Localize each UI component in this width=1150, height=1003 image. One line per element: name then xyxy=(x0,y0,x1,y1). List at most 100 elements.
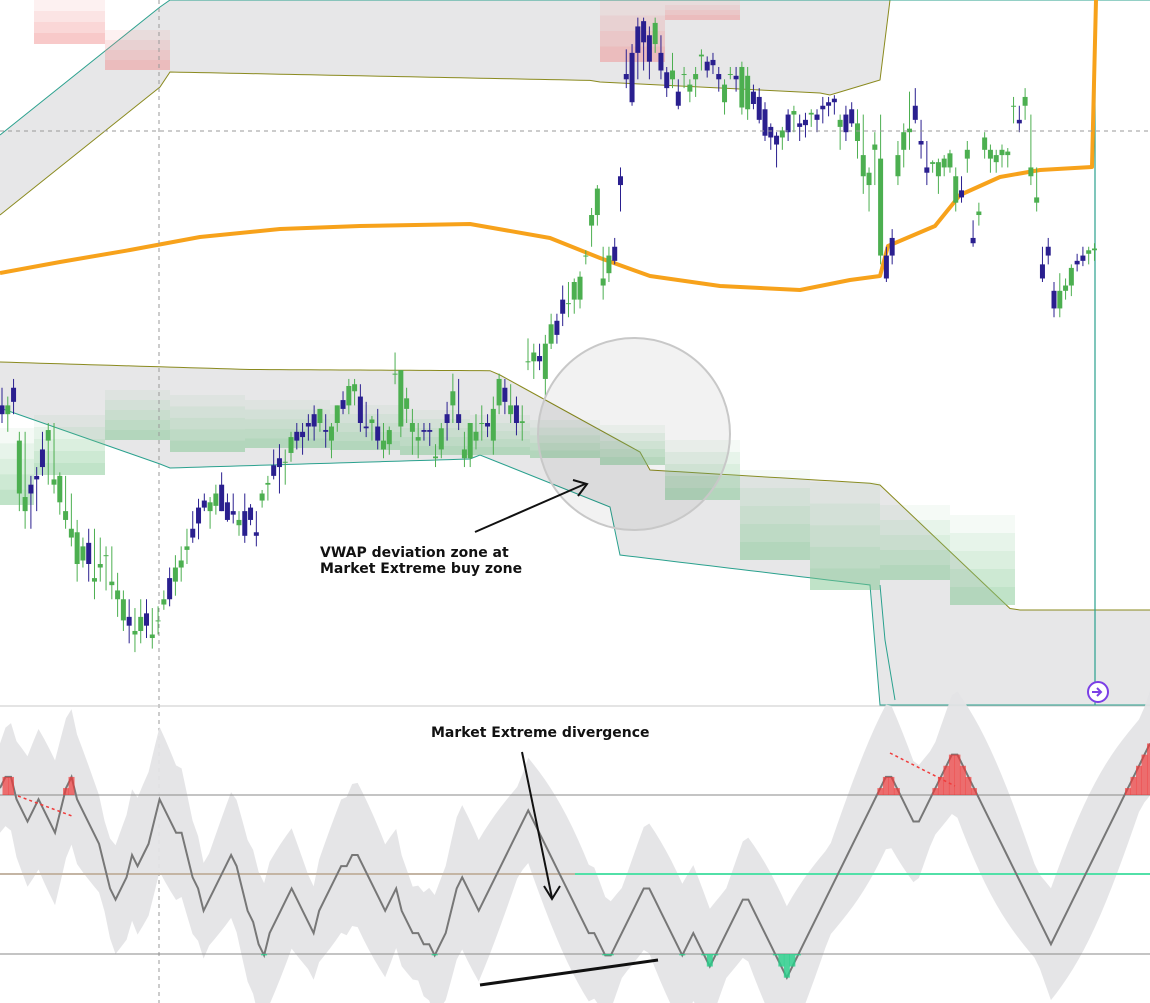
candle-body xyxy=(930,162,936,164)
candle-body xyxy=(467,423,473,459)
oscillator-envelope xyxy=(0,691,1150,1003)
candle-body xyxy=(415,437,421,441)
candle-body xyxy=(982,137,988,150)
osc-overbought-fill xyxy=(937,776,944,795)
candle-body xyxy=(600,278,606,286)
candle-body xyxy=(947,153,953,168)
candle-body xyxy=(1063,285,1069,291)
candle-body xyxy=(473,431,479,441)
candle-body xyxy=(213,493,219,506)
candle-body xyxy=(144,613,150,626)
candle-body xyxy=(843,114,849,133)
candle-body xyxy=(675,91,681,106)
osc-oversold-fill xyxy=(261,954,268,956)
candle-body xyxy=(617,176,623,186)
candle-body xyxy=(305,423,311,427)
candle-body xyxy=(837,119,843,127)
candle-body xyxy=(276,458,282,468)
candle-body xyxy=(895,155,901,177)
candle-body xyxy=(80,546,86,561)
candle-body xyxy=(461,449,467,459)
candle-body xyxy=(1039,264,1045,279)
buy-zone-block xyxy=(530,435,600,443)
osc-overbought-fill xyxy=(1135,765,1142,795)
candle-body xyxy=(513,405,519,423)
candle-body xyxy=(259,493,265,501)
candle-body xyxy=(375,426,381,441)
candle-body xyxy=(907,128,913,133)
buy-zone-block xyxy=(740,524,810,542)
candle-body xyxy=(629,52,635,103)
buy-zone-block xyxy=(470,431,530,439)
osc-oversold-fill xyxy=(679,954,686,956)
candle-body xyxy=(976,211,982,216)
candle-body xyxy=(785,114,791,133)
candle-body xyxy=(993,155,999,163)
candle-body xyxy=(496,378,502,406)
candle-body xyxy=(762,109,768,136)
candle-body xyxy=(560,299,566,314)
sell-zone-block xyxy=(105,30,170,40)
candle-body xyxy=(716,74,722,80)
buy-zone-block xyxy=(245,409,330,420)
candle-body xyxy=(271,465,277,476)
buy-zone-block xyxy=(105,410,170,420)
candle-body xyxy=(219,484,225,512)
buy-zone-block xyxy=(105,430,170,440)
osc-oversold-fill xyxy=(701,954,708,956)
divergence-arrow-head xyxy=(543,885,561,901)
zone-note-line1: VWAP deviation zone at xyxy=(320,545,509,561)
sell-zone-block xyxy=(105,40,170,50)
osc-overbought-fill xyxy=(877,788,884,795)
buy-zone-block xyxy=(330,441,400,450)
buy-zone-block xyxy=(600,457,665,465)
candle-body xyxy=(404,398,410,409)
right-outer-tail xyxy=(879,584,896,701)
osc-oversold-fill xyxy=(602,954,609,956)
osc-overbought-fill xyxy=(8,776,15,795)
buy-zone-block xyxy=(470,447,530,455)
buy-zone-block xyxy=(34,451,105,463)
buy-zone-block xyxy=(170,406,245,418)
buy-zone-block xyxy=(245,400,330,410)
candle-body xyxy=(34,475,40,480)
buy-zone-block xyxy=(740,488,810,506)
candle-body xyxy=(380,440,386,450)
candle-body xyxy=(670,70,676,80)
candle-body xyxy=(317,408,323,423)
candle-body xyxy=(444,414,450,423)
candle-body xyxy=(606,255,612,274)
candle-body xyxy=(438,428,444,450)
osc-overbought-fill xyxy=(948,754,955,795)
candle-body xyxy=(554,320,560,335)
buy-zone-block xyxy=(470,439,530,447)
osc-overbought-fill xyxy=(959,765,966,795)
candle-body xyxy=(698,54,704,57)
candle-body xyxy=(16,440,22,494)
osc-oversold-fill xyxy=(794,954,801,956)
osc-overbought-fill xyxy=(932,788,939,795)
candle-body xyxy=(201,500,207,508)
candles-layer xyxy=(0,17,1097,653)
candle-body xyxy=(57,475,63,503)
candle-body xyxy=(531,352,537,362)
candle-body xyxy=(849,109,855,124)
candle-body xyxy=(392,373,398,375)
candle-body xyxy=(328,426,334,441)
annotations-layer: VWAP deviation zone at Market Extreme bu… xyxy=(320,337,1109,987)
candle-body xyxy=(294,431,300,441)
osc-bear-divergence-right xyxy=(889,752,956,787)
candle-body xyxy=(1057,290,1063,309)
replay-marker-icon[interactable] xyxy=(1087,681,1109,703)
candle-body xyxy=(808,112,814,115)
lower-band-fill xyxy=(0,362,1150,705)
buy-zone-block xyxy=(665,488,740,500)
candle-body xyxy=(196,507,202,524)
candle-body xyxy=(369,419,375,423)
sell-zone-block xyxy=(34,22,105,33)
buy-zone-block xyxy=(600,441,665,449)
candle-body xyxy=(184,546,190,550)
candle-body xyxy=(11,387,17,402)
candle-body xyxy=(987,149,993,159)
candle-body xyxy=(548,324,554,344)
